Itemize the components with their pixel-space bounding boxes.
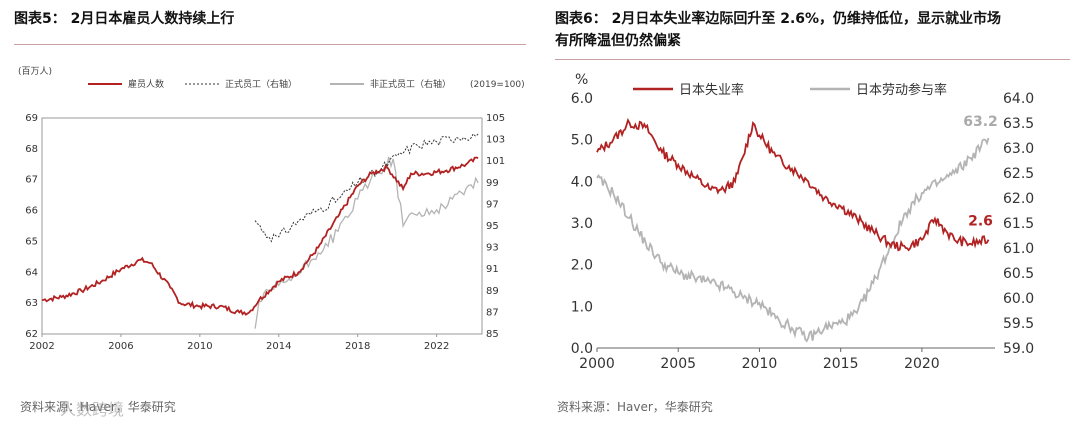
right-x-tick-label: 2020 xyxy=(904,356,940,372)
right-y-tick-label: 2.0 xyxy=(571,258,593,274)
left-y2-tick-label: 99 xyxy=(486,178,499,189)
left-plot-frame xyxy=(41,117,483,335)
right-x-tick-label: 2010 xyxy=(742,356,778,372)
right-x-tick-label: 2000 xyxy=(579,356,615,372)
left-y2-axis-label: (2019=100) xyxy=(470,80,525,90)
right-y-tick-label: 3.0 xyxy=(571,216,593,232)
right-title-rule xyxy=(555,59,1070,60)
left-y-tick-label: 67 xyxy=(25,175,38,186)
right-y2-tick-label: 61.0 xyxy=(1003,241,1034,257)
left-y2-tick-label: 95 xyxy=(486,221,499,232)
right-series-line-1 xyxy=(596,137,990,343)
right-y2-tick-label: 62.5 xyxy=(1003,166,1034,182)
left-series-line-0 xyxy=(41,156,479,316)
right-y-tick-label: 4.0 xyxy=(571,174,593,190)
left-y2-tick-label: 85 xyxy=(486,329,499,340)
left-watermark: 人数跨境 xyxy=(60,400,125,419)
right-y-tick-label: 6.0 xyxy=(571,91,593,107)
left-title-rule xyxy=(14,44,526,45)
right-y2-tick-label: 60.0 xyxy=(1003,291,1034,307)
left-x-tick-label: 2002 xyxy=(29,341,54,352)
left-y-axis-label: (百万人) xyxy=(18,66,52,77)
right-chart-source: 资料来源：Haver，华泰研究 xyxy=(557,400,713,414)
right-y2-tick-label: 64.0 xyxy=(1003,91,1034,107)
left-y-tick-label: 69 xyxy=(25,113,38,124)
right-chart-title: 图表6： 2月日本失业率边际回升至 2.6%，仍维持低位，显示就业市场 有所降温… xyxy=(555,8,1001,52)
right-series-line-0 xyxy=(596,117,990,252)
left-x-tick-label: 2018 xyxy=(345,341,370,352)
right-chart: 0.0 1.0 2.0 3.0 4.0 5.0 6.0 59.0 59.5 60.0 60.5 61.… xyxy=(571,72,1034,372)
right-annotation-participation: 63.2 xyxy=(963,114,998,130)
right-x-tick-label: 2005 xyxy=(660,356,696,372)
right-x-tick-label: 2015 xyxy=(823,356,859,372)
left-series-line-2 xyxy=(254,156,479,329)
left-x-tick-label: 2006 xyxy=(108,341,133,352)
left-y2-tick-label: 101 xyxy=(486,156,505,167)
left-chart-panel: 图表5： 2月日本雇员人数持续上行 62 63 64 65 66 67 68 69 85 87 89… xyxy=(14,11,526,419)
left-y2-tick-label: 103 xyxy=(486,135,505,146)
left-y-tick-label: 65 xyxy=(25,236,38,247)
left-y2-tick-label: 105 xyxy=(486,113,505,124)
left-y2-tick-label: 97 xyxy=(486,199,499,210)
right-legend-label: 日本失业率 xyxy=(679,82,744,98)
left-legend-label: 正式员工（右轴） xyxy=(225,78,297,90)
left-x-tick-label: 2014 xyxy=(266,341,291,352)
right-chart-title-line1: 图表6： 2月日本失业率边际回升至 2.6%，仍维持低位，显示就业市场 xyxy=(555,11,1002,27)
left-chart: 62 63 64 65 66 67 68 69 85 87 89 91 93 95 97 99 101 103 10… xyxy=(18,66,525,352)
left-chart-title: 图表5： 2月日本雇员人数持续上行 xyxy=(14,11,235,27)
left-y2-tick-label: 89 xyxy=(486,286,499,297)
right-chart-panel: 图表6： 2月日本失业率边际回升至 2.6%，仍维持低位，显示就业市场 有所降温… xyxy=(545,0,1080,428)
right-annotation-unemployment: 2.6 xyxy=(968,214,993,230)
left-y2-tick-label: 93 xyxy=(486,243,499,254)
right-y2-tick-label: 59.5 xyxy=(1003,316,1034,332)
right-y2-tick-label: 60.5 xyxy=(1003,266,1034,282)
right-y2-tick-label: 62.0 xyxy=(1003,191,1034,207)
left-y-tick-label: 66 xyxy=(25,206,38,217)
left-y-tick-label: 63 xyxy=(25,298,38,309)
right-y2-tick-label: 59.0 xyxy=(1003,341,1034,357)
right-y-tick-label: 5.0 xyxy=(571,133,593,149)
right-legend-label: 日本劳动参与率 xyxy=(856,82,947,98)
right-y2-tick-label: 61.5 xyxy=(1003,216,1034,232)
right-y2-tick-label: 63.5 xyxy=(1003,116,1034,132)
right-y-tick-label: 0.0 xyxy=(571,341,593,357)
left-x-tick-label: 2022 xyxy=(424,341,449,352)
left-chart-source: 资料来源：Haver，华泰研究 xyxy=(20,400,176,414)
left-y-tick-label: 68 xyxy=(25,144,38,155)
right-chart-title-line2: 有所降温但仍然偏紧 xyxy=(555,33,681,49)
left-y2-tick-label: 87 xyxy=(486,307,499,318)
right-y-axis-label: % xyxy=(575,72,588,88)
left-y-tick-label: 62 xyxy=(25,329,38,340)
left-x-tick-label: 2010 xyxy=(187,341,212,352)
left-y2-tick-label: 91 xyxy=(486,264,499,275)
left-legend-label: 非正式员工（右轴） xyxy=(370,78,451,90)
left-legend-label: 雇员人数 xyxy=(128,78,164,90)
right-y-tick-label: 1.0 xyxy=(571,299,593,315)
right-y2-tick-label: 63.0 xyxy=(1003,141,1034,157)
left-y-tick-label: 64 xyxy=(25,267,38,278)
